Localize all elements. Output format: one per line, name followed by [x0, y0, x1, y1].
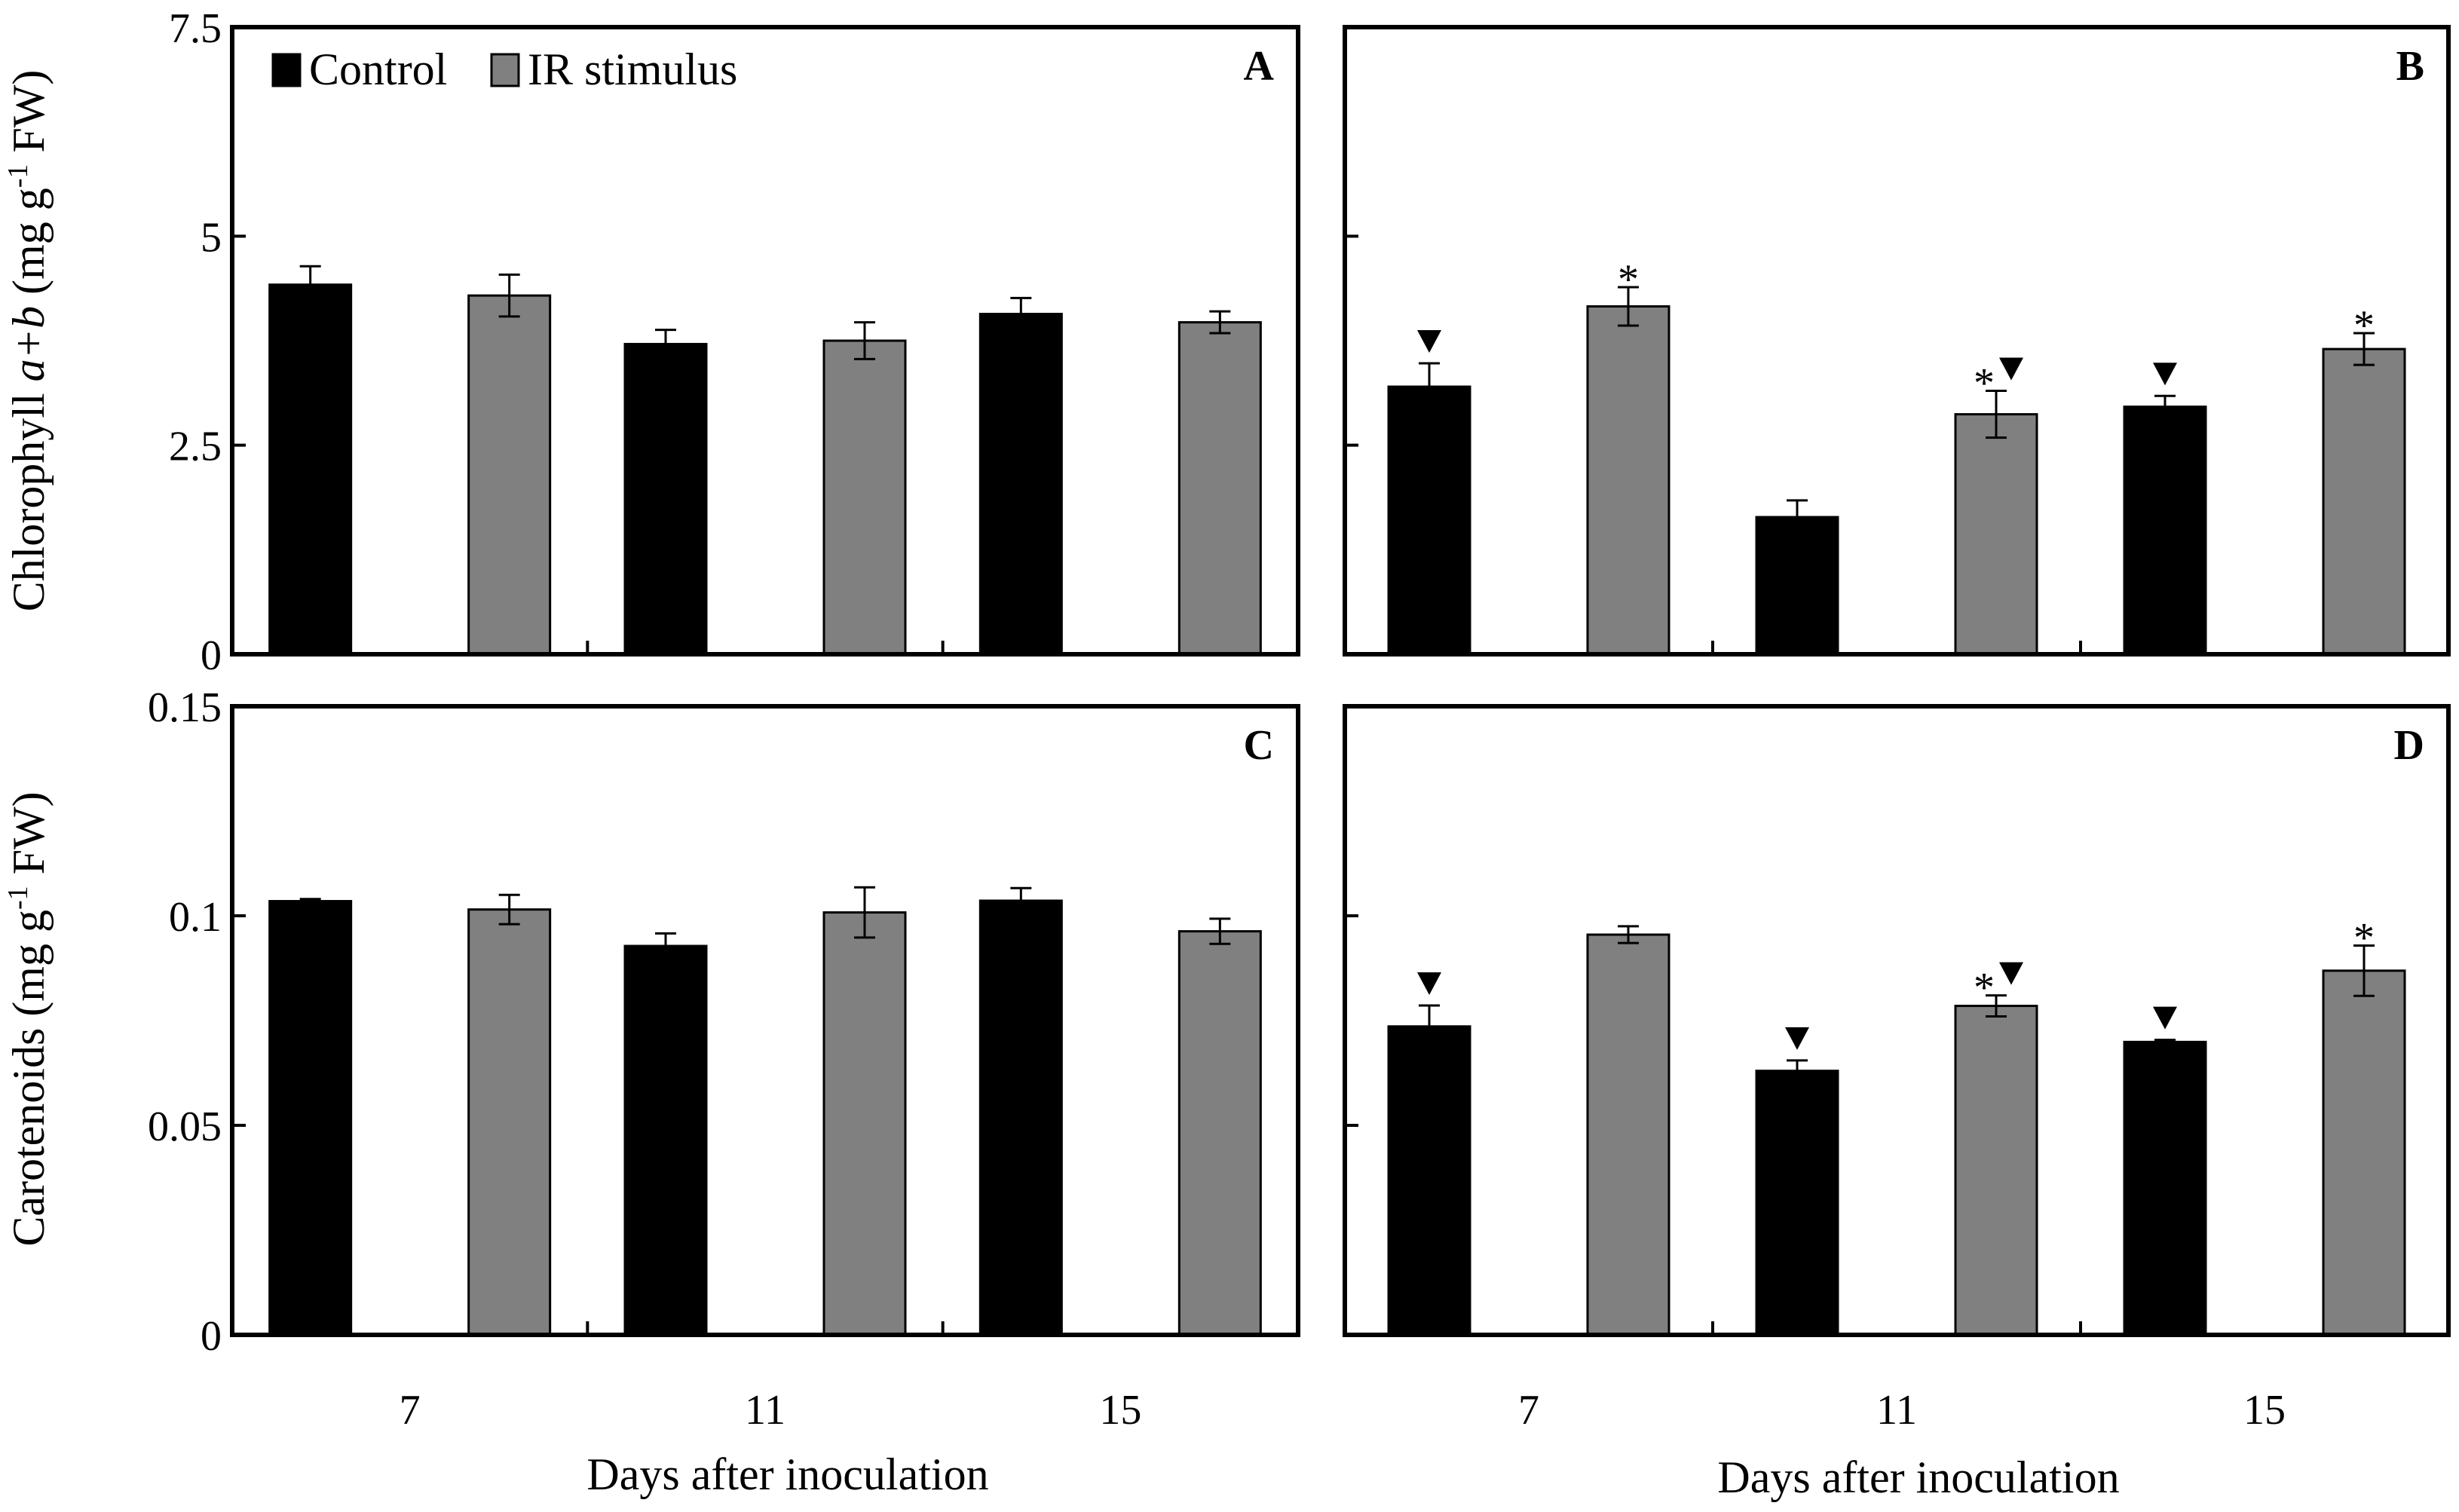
sig-mark-b-ir-day15: *: [2353, 302, 2375, 349]
legend-label-control: Control: [309, 44, 447, 94]
error-bar-a-ir-day11: [854, 321, 875, 360]
bar-a-ir-day15: [1177, 321, 1262, 656]
error-bar-c-ir-day7: [498, 893, 520, 926]
bar-b-control-day11: [1755, 516, 1839, 656]
y-tick-label-a-1: 2.5: [169, 424, 222, 470]
error-bar-d-ir-day15: [2353, 944, 2375, 997]
sig-mark-d-control-day15: [2153, 1006, 2177, 1030]
x-axis-title-left: Days after inoculation: [586, 1449, 988, 1499]
bar-c-control-day11: [623, 944, 708, 1336]
error-bar-c-control-day15: [1010, 886, 1032, 915]
error-bar-b-ir-day11: [1986, 390, 2007, 439]
sig-mark-d-control-day11: [1785, 1027, 1809, 1050]
x-tick-label-d-11: 11: [1876, 1387, 1917, 1434]
y-tick-label-c-2: 0.1: [169, 894, 222, 941]
error-bar-a-ir-day15: [1209, 310, 1231, 335]
x-tick-label-d-15: 15: [2243, 1387, 2286, 1434]
error-bar-c-ir-day15: [1209, 917, 1231, 945]
error-bar-a-control-day7: [299, 265, 321, 305]
error-bar-c-control-day11: [655, 932, 676, 960]
bar-a-control-day15: [978, 313, 1063, 656]
error-bar-a-ir-day7: [498, 273, 520, 318]
bar-a-control-day11: [623, 342, 708, 656]
sig-mark-d-ir-day11-star: *: [1974, 965, 1995, 1012]
x-axis-title-right: Days after inoculation: [1717, 1452, 2119, 1502]
panel-label-d: D: [2394, 722, 2424, 769]
x-tick-label-c-15: 15: [1099, 1387, 1141, 1434]
error-bar-a-control-day11: [655, 329, 676, 360]
panel-b: * * * B: [1343, 25, 2451, 657]
sig-mark-b-ir-day11-triangle: [1999, 357, 2023, 381]
bar-b-control-day15: [2123, 406, 2207, 656]
y-tick-label-c-1: 0.05: [148, 1103, 222, 1150]
plot-frame-a: [230, 25, 1300, 657]
sig-mark-b-ir-day11-star: *: [1974, 360, 1995, 407]
error-bar-b-control-day11: [1787, 499, 1808, 535]
panel-d: 7 * 11 * 15 D: [1343, 704, 2451, 1434]
error-bar-b-ir-day15: [2353, 332, 2375, 366]
sig-mark-d-ir-day15: *: [2353, 914, 2375, 961]
legend-swatch-ir: [490, 53, 520, 87]
bar-c-ir-day7: [467, 908, 552, 1336]
y-tick-label-a-2: 5: [201, 214, 222, 261]
plot-frame-b: [1343, 25, 2451, 657]
bar-c-control-day15: [978, 899, 1063, 1336]
error-bar-b-ir-day7: [1618, 286, 1639, 327]
bar-d-ir-day11: [1954, 1005, 2038, 1336]
panel-c: 7 11 15 0 0.05 0.1 0.15 C: [148, 684, 1300, 1434]
legend-label-ir: IR stimulus: [528, 44, 737, 94]
error-bar-a-control-day15: [1010, 296, 1032, 332]
x-tick-label-c-11: 11: [745, 1387, 785, 1434]
bar-a-control-day7: [268, 283, 353, 656]
bar-b-ir-day15: [2322, 347, 2406, 656]
x-tick-label-d-7: 7: [1518, 1387, 1539, 1434]
sig-mark-b-control-day7: [1417, 329, 1441, 353]
error-bar-d-control-day15: [2154, 1039, 2176, 1045]
error-bar-b-control-day15: [2154, 394, 2176, 419]
bar-b-ir-day7: [1586, 305, 1670, 656]
bar-d-control-day11: [1755, 1070, 1839, 1336]
bar-d-control-day7: [1387, 1025, 1471, 1336]
panel-label-b: B: [2396, 43, 2424, 90]
error-bar-d-ir-day7: [1618, 925, 1639, 944]
bar-d-ir-day7: [1586, 933, 1670, 1336]
bar-b-ir-day11: [1954, 413, 2038, 656]
plot-frame-d: [1343, 704, 2451, 1337]
error-bar-c-ir-day11: [854, 886, 875, 939]
plot-frame-c: [230, 704, 1300, 1337]
legend-swatch-control: [271, 53, 302, 87]
bar-d-control-day15: [2123, 1040, 2207, 1336]
y-tick-label-c-0: 0: [201, 1313, 222, 1360]
sig-mark-d-ir-day11-triangle: [1999, 962, 2023, 985]
bar-a-ir-day11: [822, 339, 907, 656]
x-tick-label-c-7: 7: [400, 1387, 421, 1434]
error-bar-b-control-day7: [1419, 362, 1440, 412]
legend: Control IR stimulus: [271, 44, 737, 94]
bar-c-control-day7: [268, 900, 353, 1336]
y-tick-label-a-3: 7.5: [169, 5, 222, 52]
error-bar-d-control-day7: [1419, 1004, 1440, 1049]
panel-a: 0 2.5 5 7.5 A: [169, 5, 1300, 679]
bar-c-ir-day11: [822, 911, 907, 1336]
sig-mark-b-control-day15: [2153, 363, 2177, 386]
panel-label-c: C: [1244, 722, 1274, 769]
y-tick-label-a-0: 0: [201, 632, 222, 679]
bar-d-ir-day15: [2322, 969, 2406, 1336]
error-bar-c-control-day7: [299, 898, 321, 904]
panel-label-a: A: [1244, 43, 1275, 90]
y-axis-title-chlorophyll: Chlorophyll a+b (mg g-1 FW): [2, 70, 54, 612]
bar-a-ir-day7: [467, 294, 552, 656]
bar-b-control-day7: [1387, 385, 1471, 656]
y-tick-label-c-3: 0.15: [148, 684, 222, 731]
sig-mark-b-ir-day7: *: [1618, 256, 1639, 303]
error-bar-d-ir-day11: [1986, 994, 2007, 1018]
y-axis-title-carotenoids: Carotenoids (mg g-1 FW): [2, 791, 54, 1246]
sig-mark-d-control-day7: [1417, 972, 1441, 995]
error-bar-d-control-day11: [1787, 1059, 1808, 1083]
bar-c-ir-day15: [1177, 930, 1262, 1336]
